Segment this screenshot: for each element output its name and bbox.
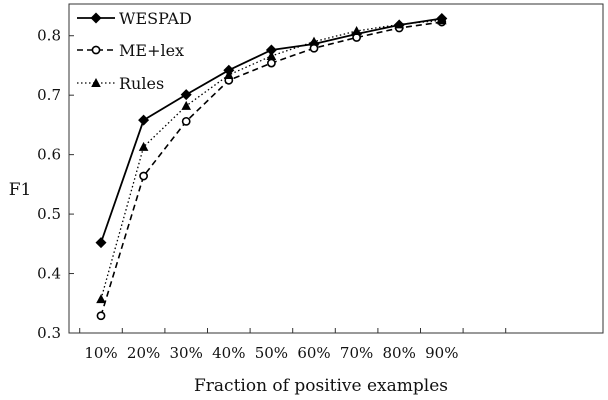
legend-marker [90,12,102,24]
legend: WESPAD ME+lex Rules [77,9,192,93]
x-tick-label: 60% [297,344,330,362]
legend-marker [91,45,101,55]
legend-marker [91,78,101,87]
x-tick-label: 10% [84,344,117,362]
series-me-lex [96,17,447,321]
data-point [181,100,191,110]
y-tick-label: 0.8 [37,27,61,45]
x-tick-label: 80% [383,344,416,362]
y-tick-label: 0.3 [37,324,61,342]
data-point [95,237,107,249]
x-tick-label: 30% [170,344,203,362]
axes: 0.3 0.4 0.5 0.6 0.7 0.8 10% 20% 30% 40% 50% 60% 70% 8… [37,3,604,362]
legend-label: Rules [119,74,164,93]
series-rules [96,15,447,304]
legend-label: ME+lex [119,41,184,60]
data-point [266,50,277,60]
data-point [309,36,319,46]
data-point [138,114,150,126]
data-point [266,58,276,68]
series-layer [95,12,448,321]
data-point [437,15,447,25]
x-tick-label: 90% [425,344,458,362]
data-point [139,171,148,181]
legend-label: WESPAD [119,9,192,28]
legend-item: Rules [77,74,164,93]
x-tick-label: 20% [127,344,160,362]
data-point [224,69,234,79]
y-tick-label: 0.4 [37,265,61,283]
x-axis-title: Fraction of positive examples [194,376,448,396]
data-point [351,25,362,35]
legend-item: WESPAD [77,9,192,28]
y-tick-label: 0.5 [37,205,61,223]
data-point [352,33,361,42]
data-point [309,43,319,53]
plot-frame [68,3,604,334]
x-tick-label: 40% [212,344,245,362]
y-axis-title: F1 [9,180,32,200]
data-point [96,311,106,321]
data-point [138,141,149,151]
x-tick-label: 70% [340,344,373,362]
data-point [394,19,404,29]
y-tick-label: 0.6 [37,146,61,164]
y-tick-label: 0.7 [37,86,61,104]
data-point [181,116,191,126]
x-tick-label: 50% [255,344,288,362]
data-point [180,89,192,101]
data-point [96,294,106,304]
legend-item: ME+lex [77,41,184,60]
data-point [265,44,277,56]
